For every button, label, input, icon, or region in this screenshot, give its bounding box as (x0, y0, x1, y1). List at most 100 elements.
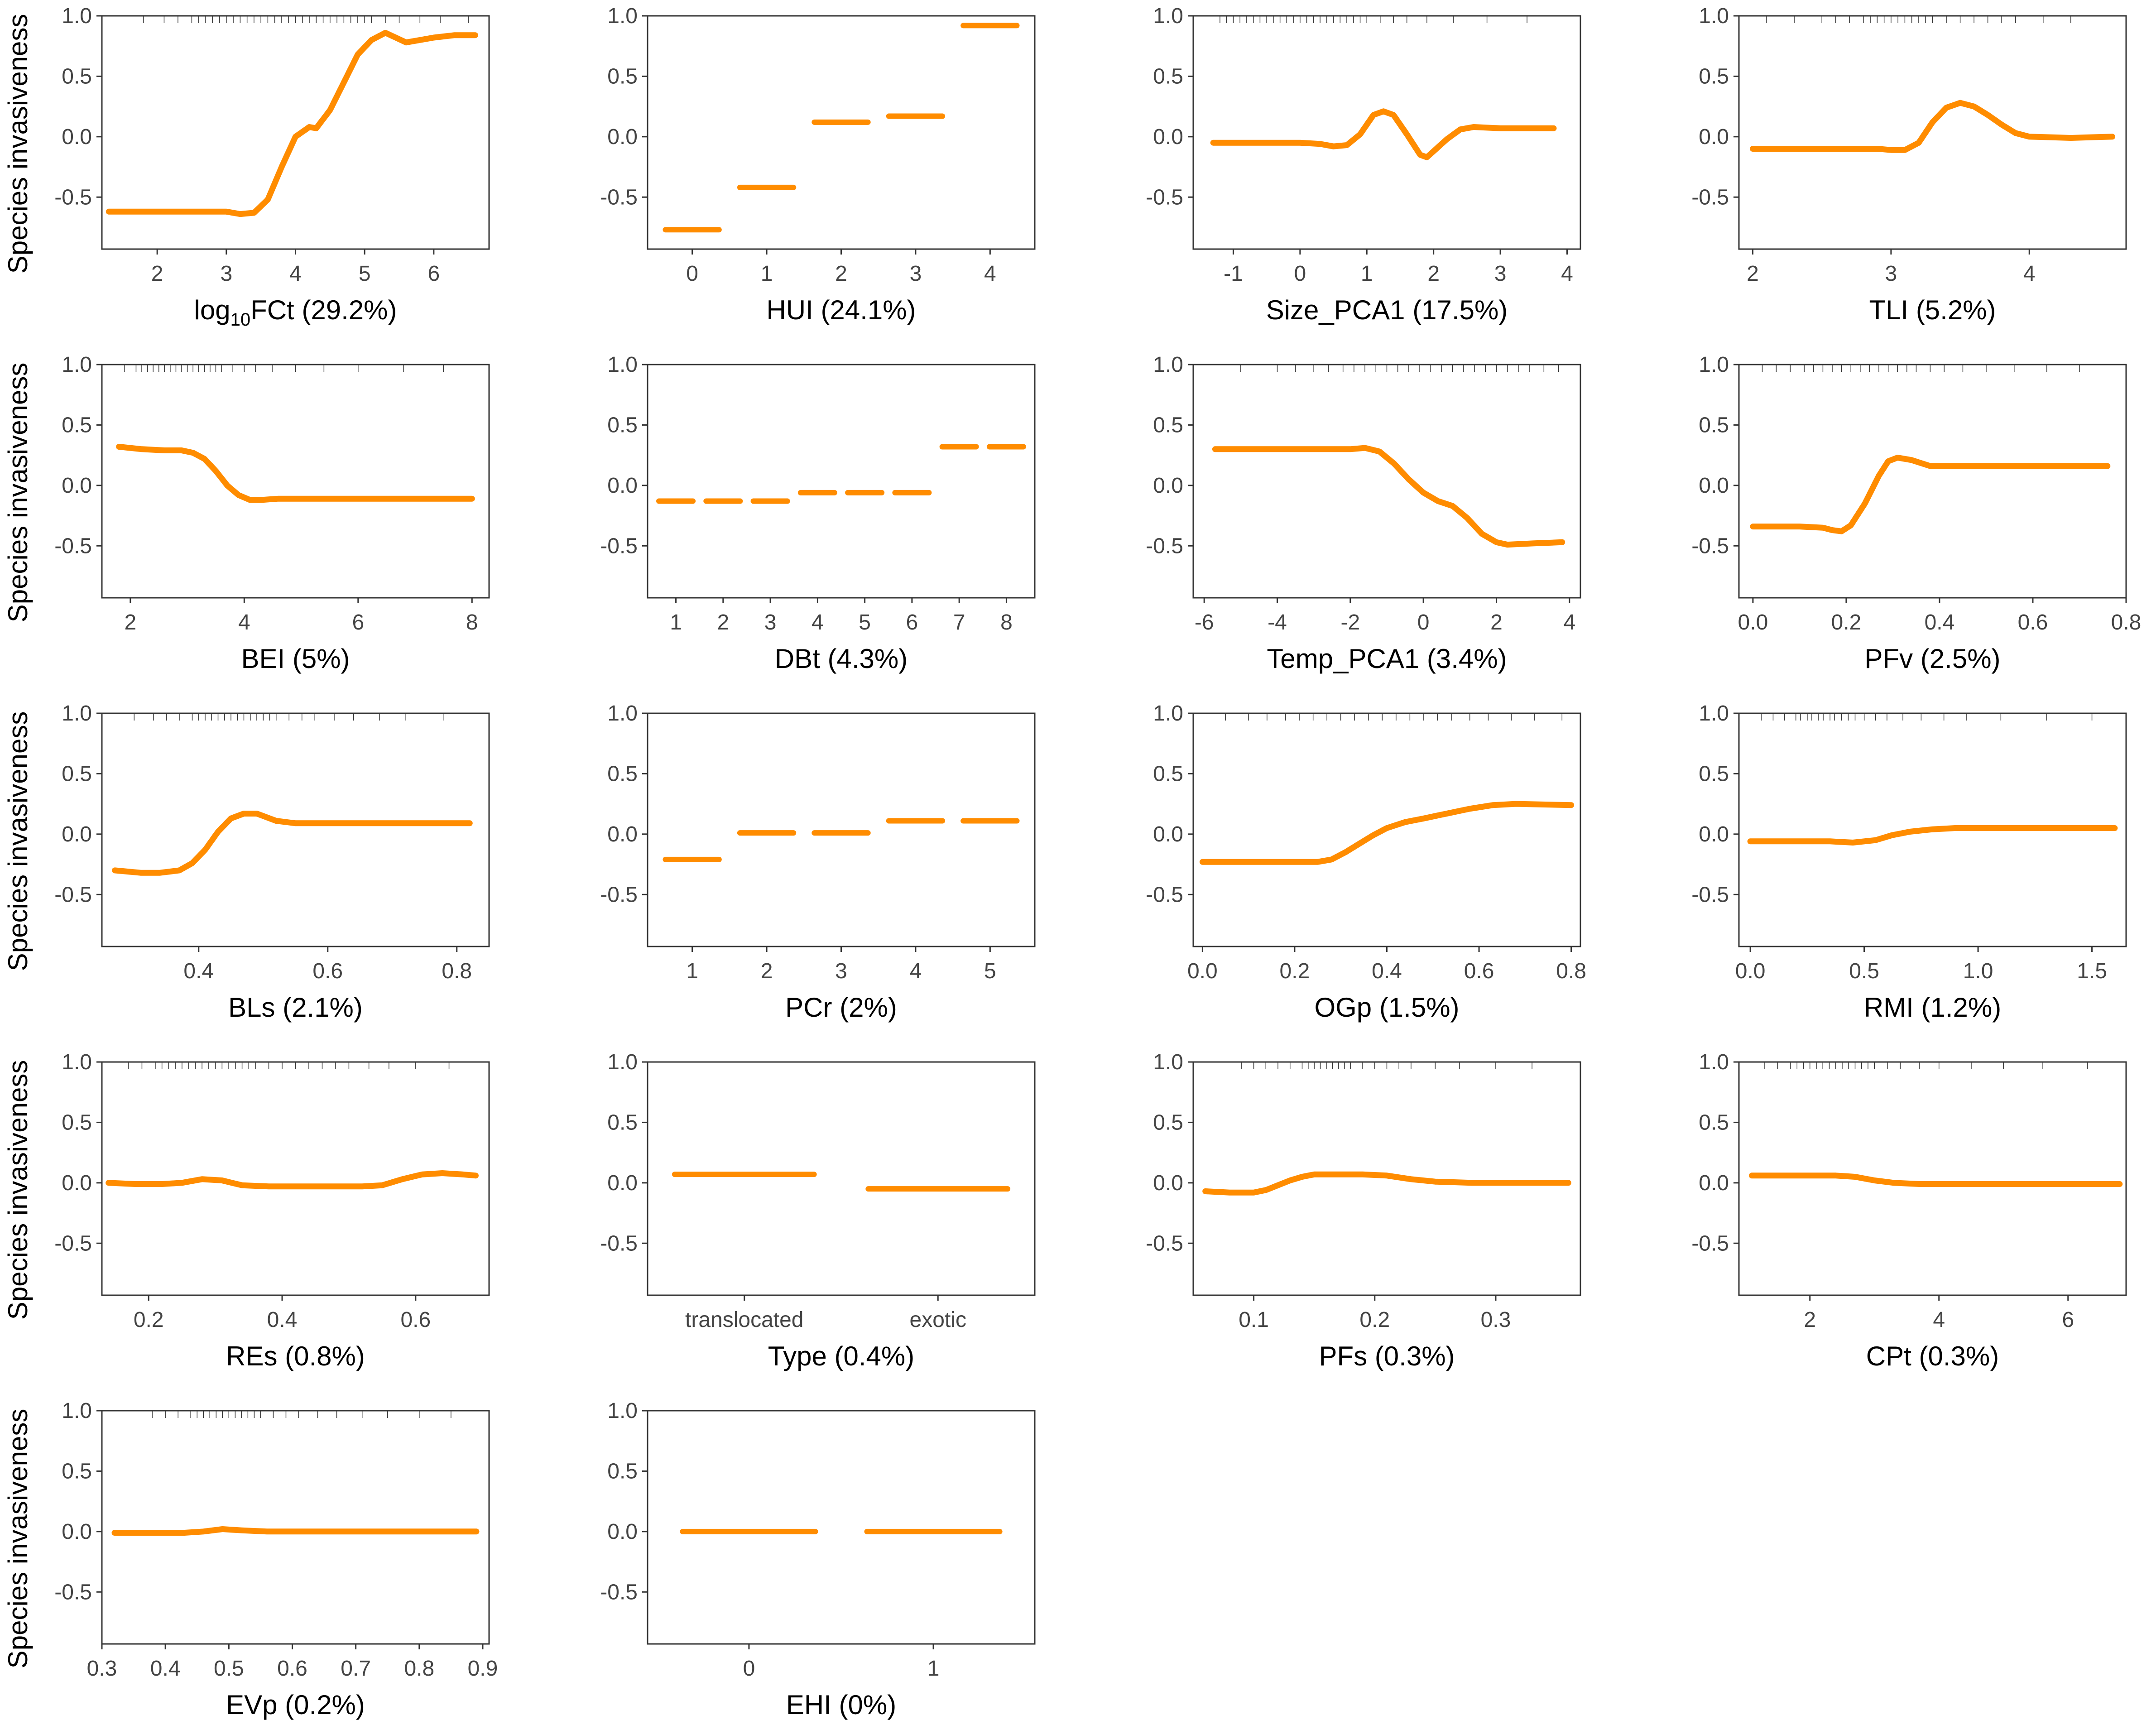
x-tick-label: 4 (238, 610, 250, 634)
pd-curve (1202, 1171, 1571, 1196)
y-tick-label: 1.0 (607, 4, 638, 28)
panel-frame (647, 712, 1036, 947)
x-tick-label: 0.3 (87, 1657, 117, 1681)
x-tick-label: 6 (352, 610, 364, 634)
panel-8: -0.5 0.0 0.5 1.0 0.0 0.2 0.4 0.6 0.8 PFv (2.5%) (1691, 353, 2141, 674)
y-tick-label: -0.5 (1146, 1231, 1183, 1255)
x-axis-label: DBt (4.3%) (775, 644, 908, 674)
y-tick-label: 1.0 (1153, 4, 1183, 28)
y-tick-label: 0.0 (1699, 474, 1729, 498)
x-axis-label: PFs (0.3%) (1319, 1341, 1455, 1371)
y-axis-label: Species invasiveness (3, 1060, 33, 1320)
x-tick-label: 6 (906, 610, 918, 634)
x-tick-label: 0.6 (312, 959, 343, 983)
x-tick-label: 0.6 (1464, 959, 1494, 983)
y-tick-label: 0.0 (62, 822, 92, 846)
panel-frame (101, 1061, 490, 1296)
x-axis-label: OGp (1.5%) (1314, 992, 1459, 1023)
panel-frame (1192, 364, 1581, 599)
x-tick-label: 0 (686, 262, 698, 286)
panel-frame (1738, 364, 2127, 599)
x-tick-label: 0.4 (1372, 959, 1402, 983)
y-tick-label: 1.0 (1699, 4, 1729, 28)
x-tick-label: 3 (1885, 262, 1897, 286)
y-tick-label: 1.0 (62, 1050, 92, 1074)
panel-11: -0.5 0.0 0.5 1.0 0.0 0.2 0.4 0.6 0.8 OGp (1.5%) (1146, 702, 1586, 1023)
y-tick-label: 0.5 (607, 1459, 638, 1483)
x-tick-label: 0.6 (2018, 610, 2048, 634)
x-tick-label: 2 (1804, 1308, 1816, 1332)
y-tick-label: -0.5 (600, 883, 638, 907)
panel-frame (1192, 15, 1581, 250)
y-tick-label: 1.0 (1153, 1050, 1183, 1074)
panel-3: -0.5 0.0 0.5 1.0 -1 0 1 2 3 4 Size_PCA1 (17.5%) (1146, 4, 1581, 325)
panel-1: -0.5 0.0 0.5 1.0 2 3 4 5 6 log10FCt (29.2%) (54, 4, 490, 330)
y-tick-label: 0.0 (62, 125, 92, 149)
x-tick-label: 4 (1933, 1308, 1945, 1332)
pd-curve (1199, 801, 1575, 865)
y-tick-label: 0.0 (62, 1171, 92, 1195)
pd-curve (106, 29, 478, 217)
y-tick-label: -0.5 (54, 1580, 92, 1604)
y-tick-label: 1.0 (1699, 1050, 1729, 1074)
y-tick-label: 0.5 (607, 413, 638, 437)
y-axis-label: Species invasiveness (3, 363, 33, 623)
panel-4: -0.5 0.0 0.5 1.0 2 3 4 TLI (5.2%) (1691, 4, 2127, 325)
x-tick-label: 0.9 (468, 1657, 498, 1681)
x-tick-label: 0.5 (1849, 959, 1879, 983)
y-tick-label: 0.5 (607, 762, 638, 786)
x-tick-label: 4 (1563, 610, 1575, 634)
x-tick-label: 4 (910, 959, 922, 983)
panel-9: -0.5 0.0 0.5 1.0 0.4 0.6 0.8 BLs (2.1%) (54, 702, 490, 1023)
pd-curve (1747, 825, 2118, 846)
y-tick-label: -0.5 (1146, 185, 1183, 209)
panel-frame (1738, 1061, 2127, 1296)
y-tick-label: 0.0 (1153, 125, 1183, 149)
x-tick-label: 4 (1561, 262, 1573, 286)
x-tick-label: translocated (685, 1308, 804, 1332)
panel-frame (647, 15, 1036, 250)
pd-curve (1212, 445, 1565, 548)
x-tick-label: 0.2 (134, 1308, 164, 1332)
panel-frame (647, 1410, 1036, 1645)
x-tick-label: 0 (1294, 262, 1306, 286)
y-tick-label: -0.5 (54, 185, 92, 209)
y-axis-label: Species invasiveness (3, 711, 33, 971)
y-tick-label: 0.5 (62, 1459, 92, 1483)
y-tick-label: 0.0 (1699, 822, 1729, 846)
x-tick-label: 3 (835, 959, 847, 983)
y-tick-label: 0.5 (62, 762, 92, 786)
y-tick-label: 0.0 (1153, 822, 1183, 846)
y-tick-label: 1.0 (1699, 702, 1729, 726)
y-tick-label: -0.5 (600, 1231, 638, 1255)
x-tick-label: 2 (835, 262, 847, 286)
x-tick-label: 2 (761, 959, 773, 983)
y-tick-label: -0.5 (1691, 185, 1729, 209)
x-tick-label: 2 (717, 610, 729, 634)
x-axis-label: log10FCt (29.2%) (194, 295, 397, 330)
y-tick-label: 1.0 (607, 1050, 638, 1074)
y-axis-label: Species invasiveness (3, 1409, 33, 1669)
y-tick-label: 1.0 (607, 702, 638, 726)
pd-curve (1749, 1172, 2123, 1187)
x-tick-label: 0.3 (1481, 1308, 1511, 1332)
x-tick-label: 1 (1361, 262, 1373, 286)
x-tick-label: 1.5 (2077, 959, 2107, 983)
x-tick-label: 0.2 (1359, 1308, 1390, 1332)
y-tick-label: 1.0 (1699, 353, 1729, 377)
x-tick-label: 2 (151, 262, 163, 286)
x-tick-label: 0.2 (1831, 610, 1862, 634)
y-tick-label: -0.5 (600, 1580, 638, 1604)
x-tick-label: -2 (1340, 610, 1360, 634)
y-tick-label: 0.0 (607, 1171, 638, 1195)
pd-curve (111, 1526, 480, 1536)
y-tick-label: 0.5 (62, 413, 92, 437)
x-tick-label: 0.6 (400, 1308, 431, 1332)
panel-17: -0.5 0.0 0.5 1.0 0.3 0.4 0.5 0.6 0.7 0.8 0.9 EVp (0… (54, 1399, 498, 1720)
panel-13: -0.5 0.0 0.5 1.0 0.2 0.4 0.6 REs (0.8%) (54, 1050, 490, 1371)
pd-curve (1750, 100, 2115, 153)
pd-curve (112, 811, 473, 876)
x-tick-label: 1 (686, 959, 698, 983)
x-tick-label: 0.0 (1187, 959, 1218, 983)
x-axis-label: EHI (0%) (786, 1690, 896, 1720)
